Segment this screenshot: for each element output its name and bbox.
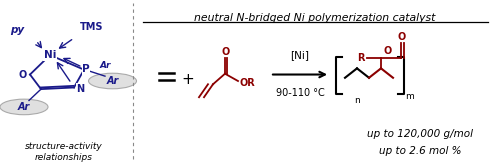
Text: Ar: Ar xyxy=(18,102,30,112)
Text: m: m xyxy=(406,92,414,101)
Text: 90-110 °C: 90-110 °C xyxy=(276,88,324,98)
Text: Ar: Ar xyxy=(100,61,111,70)
Text: Ni: Ni xyxy=(44,50,56,60)
Text: O: O xyxy=(383,46,391,56)
Text: O: O xyxy=(19,70,27,80)
Text: n: n xyxy=(354,96,360,105)
Circle shape xyxy=(0,99,48,115)
Text: O: O xyxy=(398,32,406,42)
Text: neutral N-bridged Ni polymerization catalyst: neutral N-bridged Ni polymerization cata… xyxy=(194,13,436,23)
Text: up to 2.6 mol %: up to 2.6 mol % xyxy=(379,146,461,156)
Text: [Ni]: [Ni] xyxy=(290,50,310,60)
Text: P: P xyxy=(82,64,90,74)
Text: py: py xyxy=(10,25,24,36)
Text: O: O xyxy=(222,47,230,57)
Circle shape xyxy=(88,73,136,89)
Text: structure-activity: structure-activity xyxy=(25,142,103,151)
Text: Ar: Ar xyxy=(106,76,118,86)
Text: N: N xyxy=(76,84,84,94)
Text: OR: OR xyxy=(240,78,256,89)
Text: relationships: relationships xyxy=(35,153,93,162)
Text: R: R xyxy=(358,53,365,63)
Text: up to 120,000 g/mol: up to 120,000 g/mol xyxy=(367,129,473,139)
Text: TMS: TMS xyxy=(80,22,104,32)
Text: +: + xyxy=(181,72,194,87)
